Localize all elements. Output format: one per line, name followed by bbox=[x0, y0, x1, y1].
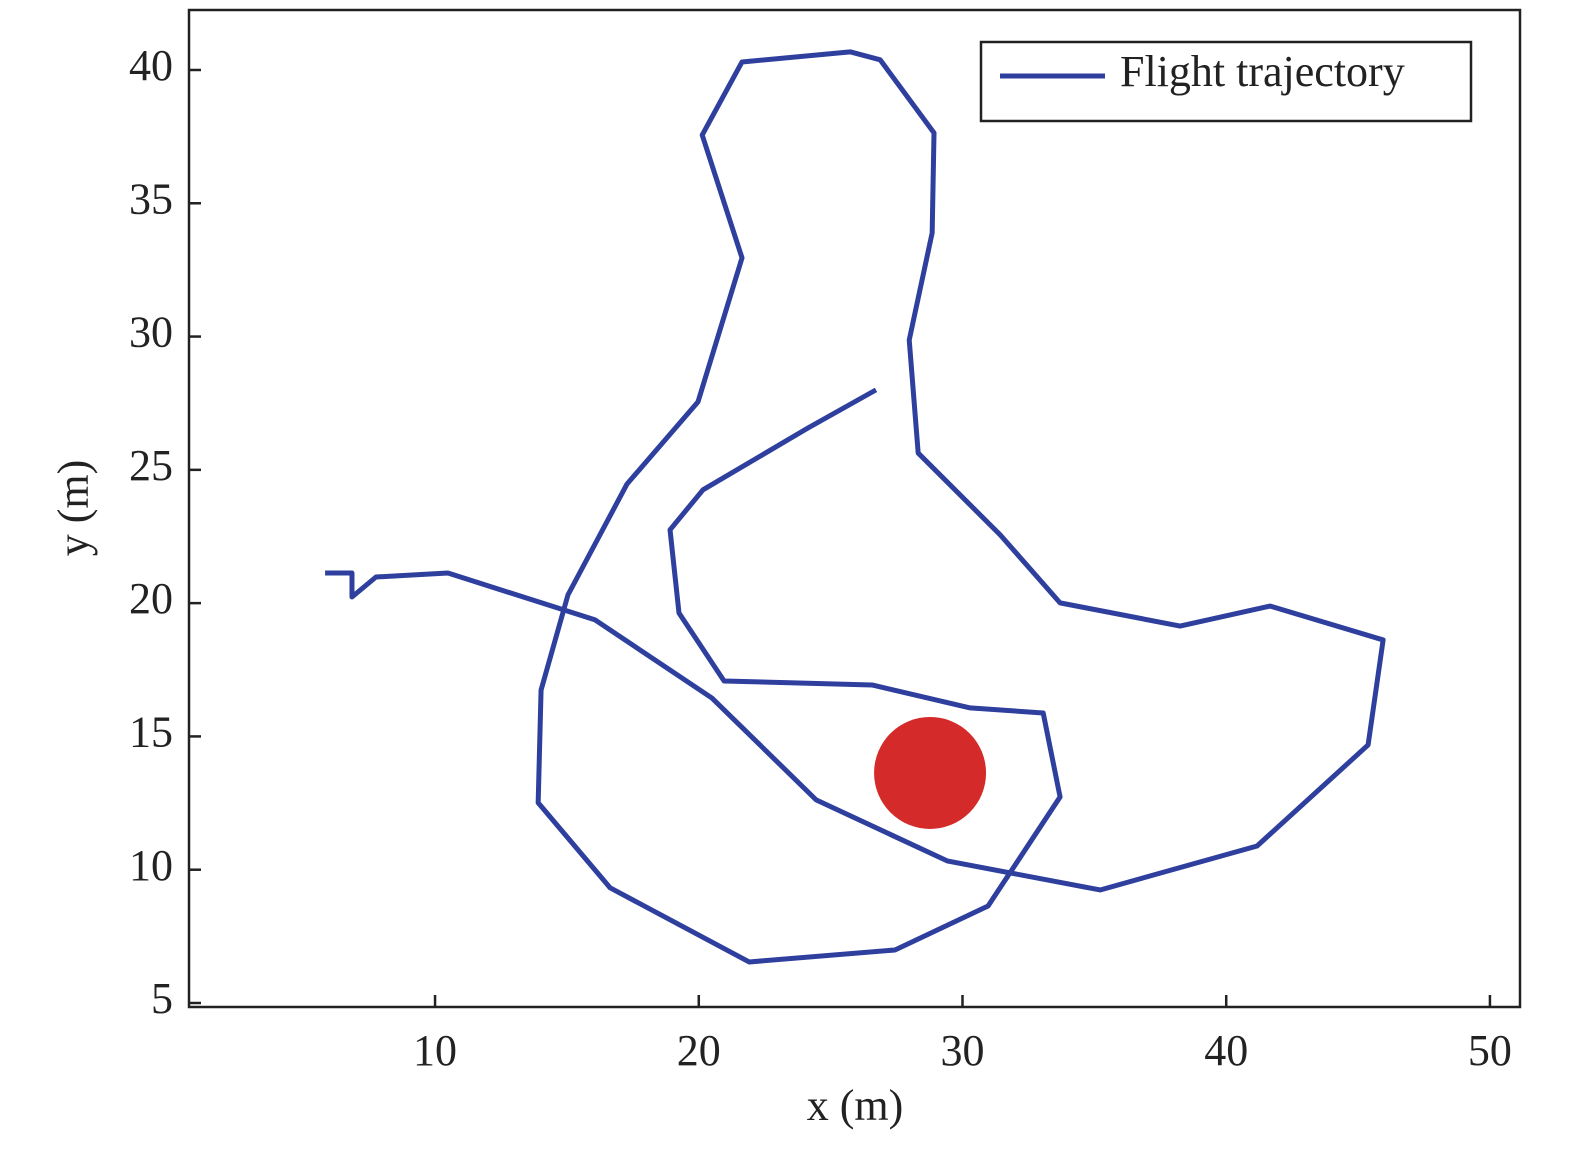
y-tick-label: 40 bbox=[129, 41, 173, 90]
trajectory-line bbox=[325, 49, 1386, 965]
y-tick-label: 15 bbox=[129, 708, 173, 757]
y-tick-label: 30 bbox=[129, 308, 173, 357]
y-tick-label: 35 bbox=[129, 174, 173, 223]
plot-frame bbox=[187, 8, 1522, 1009]
x-tick-label: 50 bbox=[1468, 1026, 1512, 1075]
y-axis-label: y (m) bbox=[49, 460, 98, 557]
y-tick-label: 20 bbox=[129, 574, 173, 623]
x-tick-label: 10 bbox=[413, 1026, 457, 1075]
legend-label: Flight trajectory bbox=[1120, 47, 1405, 96]
y-tick-label: 5 bbox=[151, 974, 173, 1023]
target-marker bbox=[874, 716, 987, 829]
x-tick-label: 40 bbox=[1204, 1026, 1248, 1075]
y-tick-label: 25 bbox=[129, 441, 173, 490]
y-tick-label: 10 bbox=[129, 841, 173, 890]
x-tick-label: 20 bbox=[677, 1026, 721, 1075]
legend-box bbox=[979, 40, 1473, 123]
x-tick-label: 30 bbox=[940, 1026, 984, 1075]
x-axis-label: x (m) bbox=[807, 1081, 904, 1130]
